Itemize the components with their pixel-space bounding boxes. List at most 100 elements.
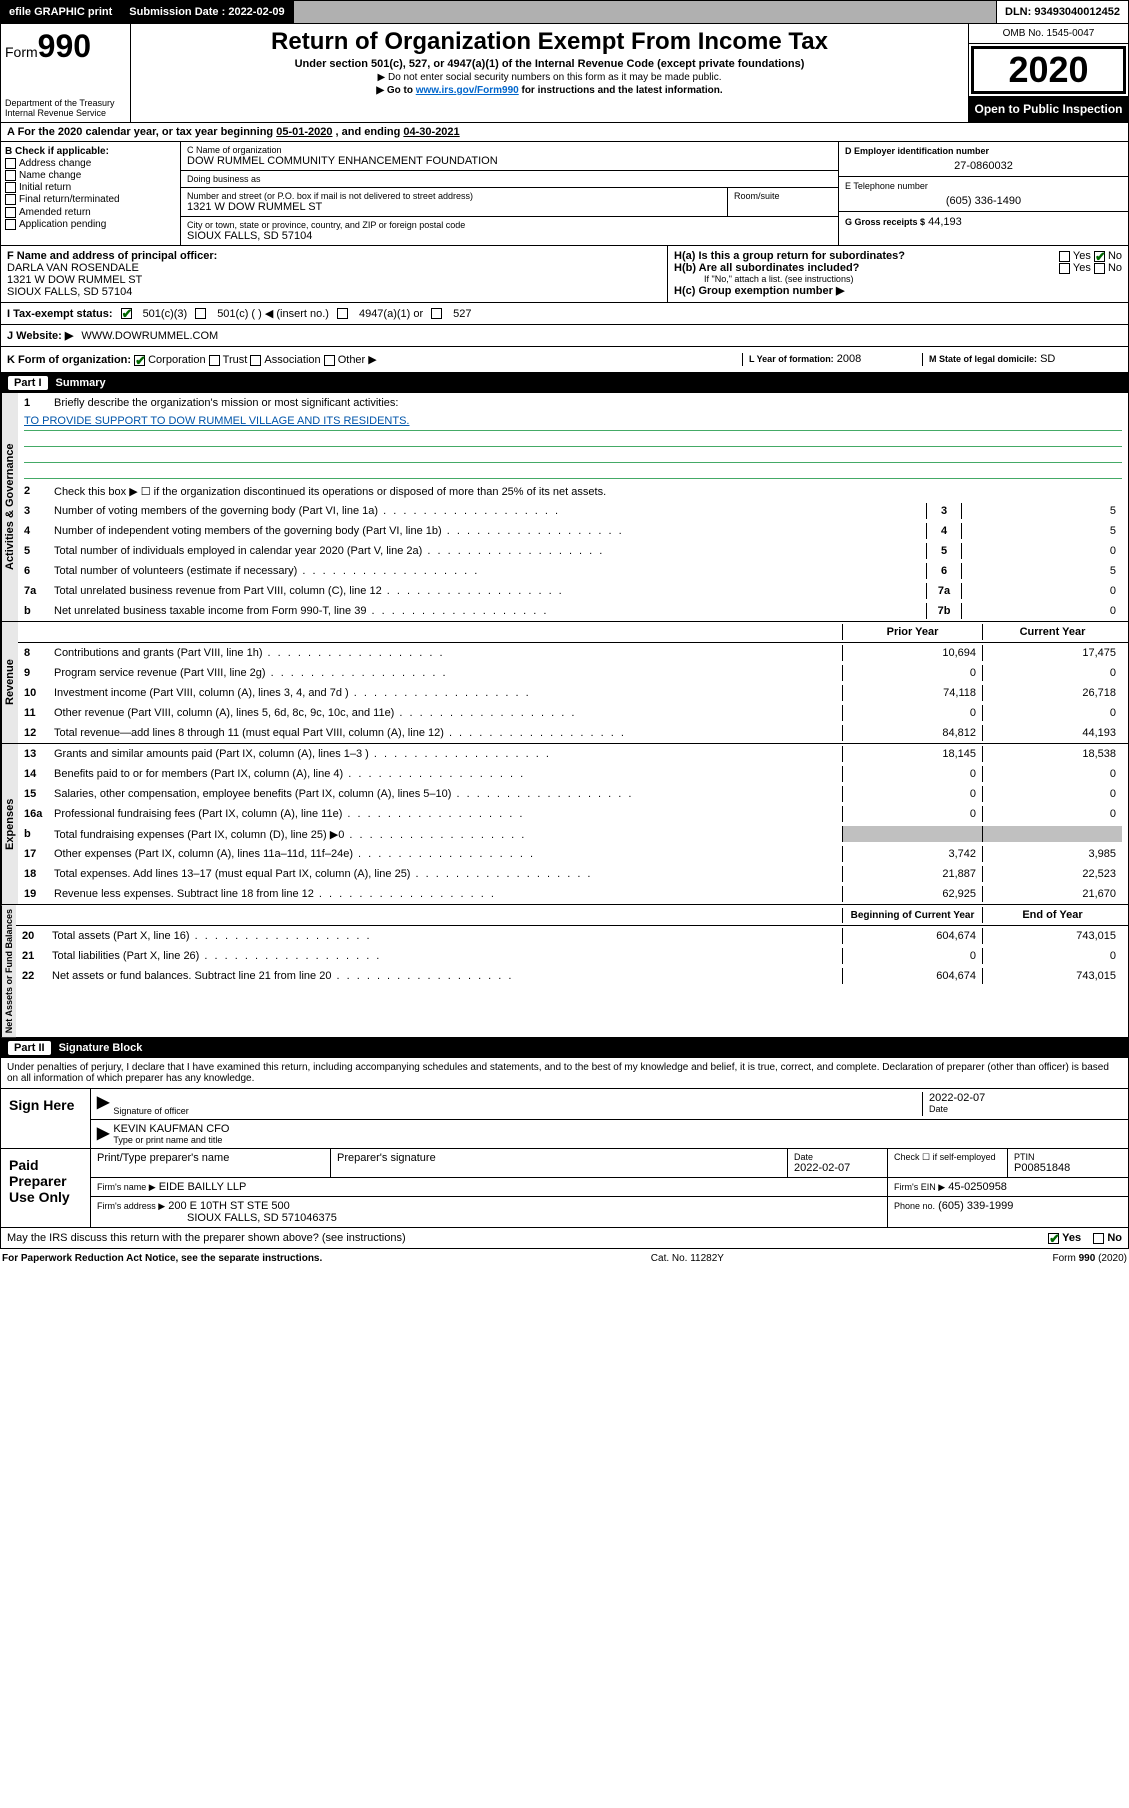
signature-block: Sign Here ▶ Signature of officer 2022-02… — [0, 1089, 1129, 1249]
net-assets-body: Beginning of Current Year End of Year 20… — [16, 905, 1128, 1037]
dept-treasury: Department of the Treasury Internal Reve… — [5, 98, 126, 118]
officer-street: 1321 W DOW RUMMEL ST — [7, 274, 661, 286]
city-value: SIOUX FALLS, SD 57104 — [187, 230, 832, 242]
form990-link[interactable]: www.irs.gov/Form990 — [416, 85, 519, 96]
mission-label: Briefly describe the organization's miss… — [54, 397, 1122, 409]
line-19: 19Revenue less expenses. Subtract line 1… — [18, 884, 1128, 904]
line-8: 8Contributions and grants (Part VIII, li… — [18, 643, 1128, 663]
firm-ein-cell: Firm's EIN ▶ 45-0250958 — [888, 1178, 1128, 1196]
discuss-no-chk[interactable] — [1093, 1233, 1104, 1244]
sig-arrow-icon: ▶ — [97, 1092, 109, 1116]
city-label: City or town, state or province, country… — [187, 220, 832, 230]
gross-label: G Gross receipts $ — [845, 217, 925, 227]
sig-date: 2022-02-07 — [929, 1092, 1122, 1104]
website-value: WWW.DOWRUMMEL.COM — [81, 330, 218, 342]
prep-date-cell: Date 2022-02-07 — [788, 1149, 888, 1177]
chk-amended-return[interactable]: Amended return — [5, 207, 176, 218]
h-a-no-chk[interactable] — [1094, 251, 1105, 262]
row-klm: K Form of organization: Corporation Trus… — [0, 347, 1129, 373]
firm-name: EIDE BAILLY LLP — [159, 1181, 247, 1193]
header-mid: Return of Organization Exempt From Incom… — [131, 24, 968, 122]
box-g: G Gross receipts $ 44,193 — [839, 212, 1128, 232]
net-header: Beginning of Current Year End of Year — [16, 905, 1128, 926]
gov-line-7a: 7aTotal unrelated business revenue from … — [18, 581, 1128, 601]
form-number-block: Form990 — [5, 28, 126, 65]
revenue-body: Prior Year Current Year 8Contributions a… — [18, 622, 1128, 743]
chk-initial-return[interactable]: Initial return — [5, 182, 176, 193]
header-left: Form990 Department of the Treasury Inter… — [1, 24, 131, 122]
box-b: B Check if applicable: Address change Na… — [1, 142, 181, 245]
governance-body: 1 Briefly describe the organization's mi… — [18, 393, 1128, 621]
chk-other[interactable] — [324, 355, 335, 366]
h-b-no-chk[interactable] — [1094, 263, 1105, 274]
footer-mid: Cat. No. 11282Y — [651, 1253, 724, 1264]
chk-trust[interactable] — [209, 355, 220, 366]
chk-assoc[interactable] — [250, 355, 261, 366]
chk-application-pending[interactable]: Application pending — [5, 219, 176, 230]
section-governance: Activities & Governance 1 Briefly descri… — [1, 393, 1128, 622]
paid-preparer-row: Paid Preparer Use Only Print/Type prepar… — [1, 1149, 1128, 1228]
officer-city: SIOUX FALLS, SD 57104 — [7, 286, 661, 298]
chk-address-change[interactable]: Address change — [5, 158, 176, 169]
gov-line-6: 6Total number of volunteers (estimate if… — [18, 561, 1128, 581]
gov-line-3: 3Number of voting members of the governi… — [18, 501, 1128, 521]
box-e: E Telephone number (605) 336-1490 — [839, 177, 1128, 212]
chk-name-change[interactable]: Name change — [5, 170, 176, 181]
chk-501c[interactable] — [195, 308, 206, 319]
form-header: Form990 Department of the Treasury Inter… — [0, 24, 1129, 123]
chk-501c3[interactable] — [121, 308, 132, 319]
discuss-yes-chk[interactable] — [1048, 1233, 1059, 1244]
section-net-assets: Net Assets or Fund Balances Beginning of… — [1, 905, 1128, 1037]
ein-label: D Employer identification number — [845, 146, 1122, 156]
org-name-label: C Name of organization — [187, 145, 832, 155]
gross-value: 44,193 — [928, 216, 962, 228]
gov-line-7b: bNet unrelated business taxable income f… — [18, 601, 1128, 621]
open-to-public: Open to Public Inspection — [969, 96, 1128, 122]
chk-527[interactable] — [431, 308, 442, 319]
domicile-label: M State of legal domicile: — [929, 354, 1037, 364]
sign-content: ▶ Signature of officer 2022-02-07 Date ▶… — [91, 1089, 1128, 1148]
firm-ein-label: Firm's EIN ▶ — [894, 1182, 945, 1192]
chk-corp[interactable] — [134, 355, 145, 366]
h-a-yes-chk[interactable] — [1059, 251, 1070, 262]
note-ssn: ▶ Do not enter social security numbers o… — [139, 72, 960, 83]
tab-governance: Activities & Governance — [1, 393, 18, 621]
firm-addr2: SIOUX FALLS, SD 571046375 — [97, 1212, 881, 1224]
dba-row: Doing business as — [181, 171, 838, 188]
line-2-label: Check this box ▶ ☐ if the organization d… — [54, 485, 1122, 498]
paid-preparer-label: Paid Preparer Use Only — [1, 1149, 91, 1227]
preparer-grid: Print/Type preparer's name Preparer's si… — [91, 1149, 1128, 1227]
chk-final-return[interactable]: Final return/terminated — [5, 194, 176, 205]
form-subtitle: Under section 501(c), 527, or 4947(a)(1)… — [139, 58, 960, 70]
chk-4947[interactable] — [337, 308, 348, 319]
tax-year: 2020 — [971, 46, 1126, 94]
form-title: Return of Organization Exempt From Incom… — [139, 28, 960, 56]
type-name-label: Type or print name and title — [113, 1135, 1122, 1145]
officer-name: DARLA VAN ROSENDALE — [7, 262, 661, 274]
prep-date-label: Date — [794, 1152, 881, 1162]
period-start: 05-01-2020 — [276, 126, 332, 138]
h-c-label: H(c) Group exemption number ▶ — [674, 284, 1122, 297]
page-footer: For Paperwork Reduction Act Notice, see … — [0, 1249, 1129, 1268]
line-9: 9Program service revenue (Part VIII, lin… — [18, 663, 1128, 683]
h-b-options: Yes No — [1059, 262, 1122, 274]
firm-addr-cell: Firm's address ▶ 200 E 10TH ST STE 500 S… — [91, 1197, 888, 1227]
firm-phone-label: Phone no. — [894, 1201, 935, 1211]
gov-line-5: 5Total number of individuals employed in… — [18, 541, 1128, 561]
box-f: F Name and address of principal officer:… — [1, 246, 668, 302]
discuss-label: May the IRS discuss this return with the… — [7, 1232, 1048, 1244]
h-b-yes-chk[interactable] — [1059, 263, 1070, 274]
irs-line: Internal Revenue Service — [5, 108, 126, 118]
prep-sig-header: Preparer's signature — [331, 1149, 788, 1177]
street-label: Number and street (or P.O. box if mail i… — [187, 191, 721, 201]
line-12: 12Total revenue—add lines 8 through 11 (… — [18, 723, 1128, 743]
phone-value: (605) 336-1490 — [845, 191, 1122, 207]
firm-name-cell: Firm's name ▶ EIDE BAILLY LLP — [91, 1178, 888, 1196]
tab-expenses: Expenses — [1, 744, 18, 904]
gov-line-4: 4Number of independent voting members of… — [18, 521, 1128, 541]
row-i: I Tax-exempt status: 501(c)(3) 501(c) ( … — [0, 303, 1129, 325]
prep-self-employed: Check ☐ if self-employed — [888, 1149, 1008, 1177]
line-1: 1 Briefly describe the organization's mi… — [18, 393, 1128, 413]
section-expenses: Expenses 13Grants and similar amounts pa… — [1, 744, 1128, 905]
part-1-header: Part I Summary — [0, 373, 1129, 393]
